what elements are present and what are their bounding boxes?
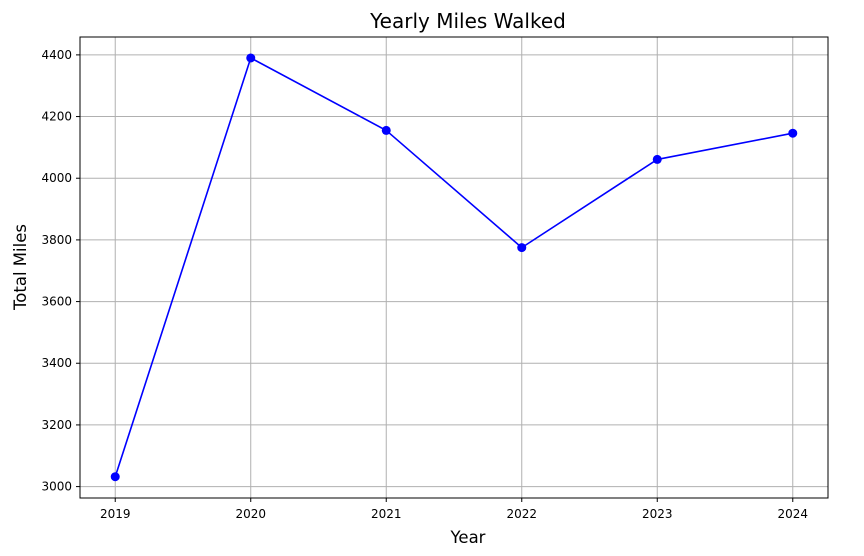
y-tick-label: 4000: [41, 171, 72, 185]
data-point: [110, 472, 120, 482]
x-tick-label: 2021: [371, 507, 402, 521]
x-tick-label: 2023: [642, 507, 673, 521]
grid-lines: [80, 37, 828, 498]
data-point: [652, 154, 662, 164]
x-tick-label: 2019: [100, 507, 131, 521]
y-tick-label: 3000: [41, 480, 72, 494]
y-tick-label: 3600: [41, 295, 72, 309]
x-axis-title: Year: [450, 528, 486, 547]
y-tick-label: 3800: [41, 233, 72, 247]
data-point: [517, 243, 527, 253]
y-tick-label: 3200: [41, 418, 72, 432]
x-tick-label: 2024: [777, 507, 808, 521]
axis-ticks: 2019 2020 2021 2022 2023 2024 3000 3200 3400 3600…: [41, 48, 808, 521]
series-layer: [110, 53, 798, 482]
y-tick-label: 4200: [41, 110, 72, 124]
y-axis-title: Total Miles: [11, 224, 30, 311]
plot-frame: [79, 36, 829, 499]
x-tick-label: 2020: [235, 507, 266, 521]
chart-title: Yearly Miles Walked: [369, 9, 566, 33]
x-tick-label: 2022: [506, 507, 537, 521]
data-point: [246, 53, 256, 63]
y-tick-label: 3400: [41, 356, 72, 370]
data-point: [381, 125, 391, 135]
y-tick-label: 4400: [41, 48, 72, 62]
series-line: [114, 57, 793, 477]
data-point: [788, 128, 798, 138]
